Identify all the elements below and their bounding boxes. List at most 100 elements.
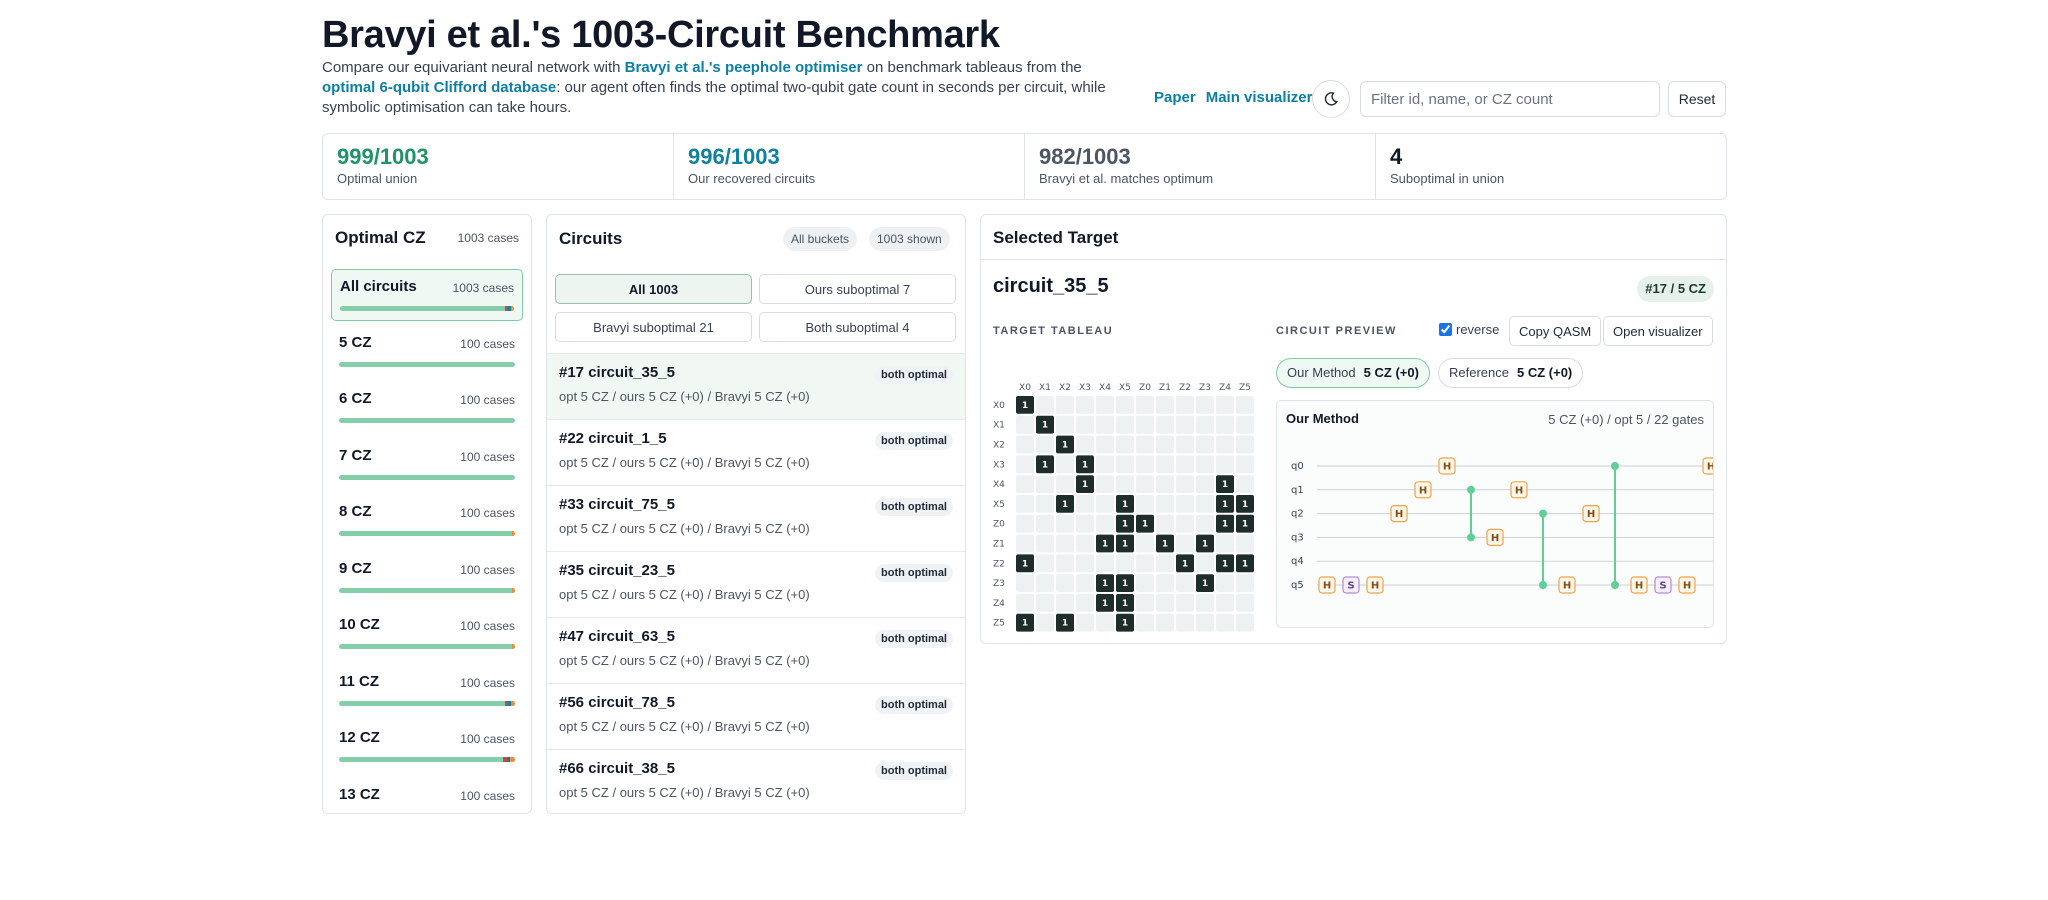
- tableau-cell-value: 1: [1042, 460, 1048, 470]
- bravyi-segment: [511, 700, 515, 706]
- tableau-cell-one: [1156, 534, 1174, 553]
- tableau-cell-zero: [1176, 514, 1194, 533]
- circuit-row-name: #33 circuit_75_5: [559, 496, 675, 513]
- bucket-item[interactable]: 13 CZ 100 cases: [331, 778, 523, 815]
- circuit-row[interactable]: #35 circuit_23_5 opt 5 CZ / ours 5 CZ (+0…: [547, 551, 965, 617]
- reset-button[interactable]: Reset: [1668, 81, 1726, 117]
- paper-link[interactable]: Paper: [1154, 89, 1196, 106]
- circuit-row[interactable]: #56 circuit_78_5 opt 5 CZ / ours 5 CZ (+0…: [547, 683, 965, 749]
- circuit-row-name: #35 circuit_23_5: [559, 562, 675, 579]
- tableau-cell-zero: [1096, 396, 1114, 414]
- tableau-cell-value: 1: [1222, 559, 1228, 569]
- copy-qasm-button[interactable]: Copy QASM: [1509, 316, 1602, 346]
- bucket-item[interactable]: 10 CZ 100 cases: [331, 608, 523, 660]
- tableau-cell-zero: [1096, 613, 1114, 632]
- bucket-item[interactable]: 7 CZ 100 cases: [331, 439, 523, 491]
- tableau-cell-zero: [1136, 455, 1154, 474]
- tableau-cell-zero: [1236, 613, 1254, 632]
- optimal-cz-panel: Optimal CZ 1003 cases All circuits 1003 c…: [322, 214, 532, 814]
- tableau-cell-zero: [1156, 495, 1174, 513]
- bucket-name: 10 CZ: [339, 616, 380, 633]
- tableau-cell-zero: [1196, 415, 1214, 434]
- bucket-item[interactable]: 11 CZ 100 cases: [331, 665, 523, 717]
- cz-gate-dot: [1467, 533, 1475, 542]
- circuit-row-stats: opt 5 CZ / ours 5 CZ (+0) / Bravyi 5 CZ …: [559, 455, 810, 470]
- circuit-row-stats: opt 5 CZ / ours 5 CZ (+0) / Bravyi 5 CZ …: [559, 389, 810, 404]
- circuit-row-stats: opt 5 CZ / ours 5 CZ (+0) / Bravyi 5 CZ …: [559, 521, 810, 536]
- tableau-cell-zero: [1036, 396, 1054, 414]
- circuit-row[interactable]: #17 circuit_35_5 opt 5 CZ / ours 5 CZ (+0…: [547, 353, 965, 419]
- tableau-row-label: Z4: [993, 599, 1005, 609]
- gate-label: H: [1683, 581, 1691, 592]
- bravyi-segment: [510, 306, 514, 311]
- gate-label: H: [1563, 581, 1571, 592]
- stat-label: Suboptimal in union: [1390, 171, 1505, 186]
- tableau-cell-one: [1116, 613, 1134, 632]
- open-visualizer-button[interactable]: Open visualizer: [1603, 316, 1713, 346]
- tableau-cell-value: 1: [1122, 520, 1128, 530]
- stat-label: Our recovered circuits: [688, 171, 816, 186]
- tableau-col-label: X1: [1039, 383, 1051, 393]
- gate-label: H: [1371, 581, 1379, 592]
- tableau-cell-one: [1196, 534, 1214, 553]
- tableau-col-label: X4: [1099, 383, 1111, 393]
- tableau-cell-one: [1216, 514, 1234, 533]
- tableau-cell-zero: [1196, 514, 1214, 533]
- bucket-item[interactable]: 8 CZ 100 cases: [331, 495, 523, 547]
- bucket-name: All circuits: [340, 278, 417, 295]
- tableau-cell-zero: [1096, 415, 1114, 434]
- clifford-database-link[interactable]: optimal 6-qubit Clifford database: [322, 79, 557, 96]
- s-gate: [1342, 576, 1360, 594]
- ours-segment: [507, 814, 510, 815]
- bucket-item[interactable]: 9 CZ 100 cases: [331, 552, 523, 604]
- bucket-item[interactable]: All circuits 1003 cases: [331, 269, 523, 321]
- tableau-cell-zero: [1156, 613, 1174, 632]
- tableau-cell-zero: [1056, 475, 1074, 493]
- tableau-cell-one: [1116, 514, 1134, 533]
- tableau-cell-value: 1: [1222, 500, 1228, 510]
- bravyi-segment: [510, 814, 515, 815]
- bravyi-optimiser-link[interactable]: Bravyi et al.'s peephole optimiser: [624, 59, 863, 76]
- tableau-cell-zero: [1136, 495, 1154, 513]
- tableau-cell-zero: [1136, 574, 1154, 592]
- tableau-cell-zero: [1156, 594, 1174, 612]
- h-gate: [1390, 504, 1408, 523]
- tableau-cell-zero: [1236, 435, 1254, 454]
- bucket-item[interactable]: 12 CZ 100 cases: [331, 721, 523, 773]
- tableau-col-label: Z1: [1159, 383, 1171, 393]
- status-badge: both optimal: [875, 696, 953, 714]
- reverse-label: reverse: [1456, 322, 1500, 337]
- h-gate: [1438, 457, 1456, 475]
- tableau-row-label: X2: [993, 441, 1005, 451]
- main-visualizer-link[interactable]: Main visualizer: [1205, 89, 1313, 106]
- our-method-pill[interactable]: Our Method 5 CZ (+0): [1276, 358, 1430, 388]
- circuit-stats: 5 CZ (+0) / opt 5 / 22 gates: [1548, 412, 1704, 427]
- tableau-cell-zero: [1136, 435, 1154, 454]
- circuit-row[interactable]: #47 circuit_63_5 opt 5 CZ / ours 5 CZ (+0…: [547, 617, 965, 683]
- bucket-item[interactable]: 6 CZ 100 cases: [331, 382, 523, 434]
- bucket-item[interactable]: 5 CZ 100 cases: [331, 326, 523, 378]
- tableau-cell-one: [1036, 415, 1054, 434]
- stat-label: Bravyi et al. matches optimum: [1039, 171, 1214, 186]
- tableau-cell-zero: [1136, 415, 1154, 434]
- filter-both-suboptimal-button[interactable]: Both suboptimal 4: [759, 312, 956, 342]
- circuit-row-name: #66 circuit_38_5: [559, 760, 675, 777]
- filter-ours-suboptimal-button[interactable]: Ours suboptimal 7: [759, 274, 956, 304]
- theme-toggle-button[interactable]: [1312, 80, 1350, 118]
- filter-bravyi-suboptimal-button[interactable]: Bravyi suboptimal 21: [555, 312, 752, 342]
- tableau-cell-value: 1: [1142, 520, 1148, 530]
- filter-input[interactable]: [1360, 81, 1660, 117]
- tableau-cell-zero: [1036, 475, 1054, 493]
- tableau-col-label: Z5: [1239, 383, 1251, 393]
- circuit-row[interactable]: #66 circuit_38_5 opt 5 CZ / ours 5 CZ (+0…: [547, 749, 965, 813]
- filter-all-button[interactable]: All 1003: [555, 274, 752, 304]
- reference-pill[interactable]: Reference 5 CZ (+0): [1438, 358, 1584, 388]
- tableau-cell-zero: [1216, 534, 1234, 553]
- reverse-checkbox[interactable]: reverse: [1439, 322, 1499, 337]
- reverse-check-input[interactable]: [1439, 323, 1452, 336]
- tableau-cell-zero: [1036, 514, 1054, 533]
- circuit-diagram: q0 q1 q2 q3 q4 q5 H S H H H H H H H H H S H H: [1291, 457, 1713, 594]
- circuit-row[interactable]: #22 circuit_1_5 opt 5 CZ / ours 5 CZ (+0)…: [547, 419, 965, 485]
- ours-segment: [506, 757, 510, 762]
